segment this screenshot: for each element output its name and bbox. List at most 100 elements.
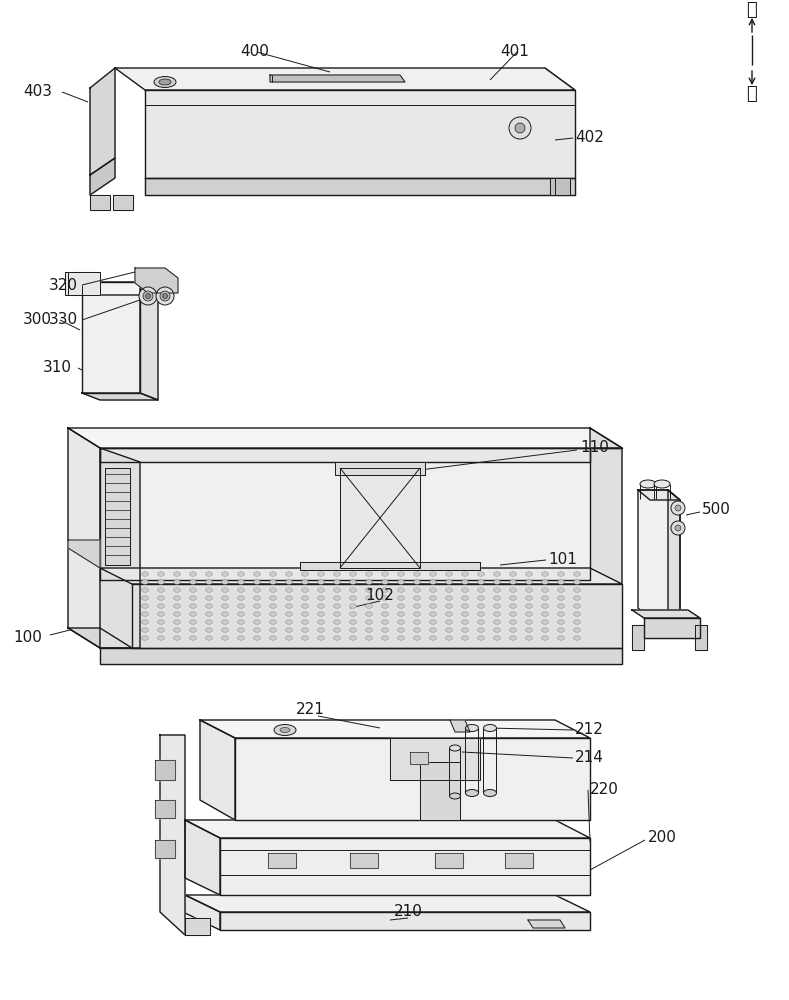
Circle shape <box>671 521 685 535</box>
Ellipse shape <box>413 628 421 632</box>
Ellipse shape <box>462 588 469 592</box>
Ellipse shape <box>510 572 517 576</box>
Ellipse shape <box>317 588 324 592</box>
Ellipse shape <box>462 628 469 632</box>
Ellipse shape <box>558 636 564 640</box>
Ellipse shape <box>189 572 196 576</box>
Ellipse shape <box>398 572 405 576</box>
Ellipse shape <box>446 604 453 608</box>
Ellipse shape <box>317 604 324 608</box>
Ellipse shape <box>253 612 260 616</box>
Polygon shape <box>200 720 235 820</box>
Text: 110: 110 <box>580 440 609 456</box>
Text: 330: 330 <box>49 312 78 328</box>
Ellipse shape <box>398 612 405 616</box>
Ellipse shape <box>174 596 181 600</box>
Ellipse shape <box>301 572 308 576</box>
Ellipse shape <box>365 604 372 608</box>
Text: 403: 403 <box>23 85 52 100</box>
Polygon shape <box>390 738 480 780</box>
Ellipse shape <box>174 572 181 576</box>
Ellipse shape <box>350 620 357 624</box>
Polygon shape <box>668 490 680 618</box>
Ellipse shape <box>413 572 421 576</box>
Polygon shape <box>145 178 575 195</box>
Ellipse shape <box>446 620 453 624</box>
Circle shape <box>143 291 153 301</box>
Ellipse shape <box>541 596 548 600</box>
Ellipse shape <box>510 636 517 640</box>
Ellipse shape <box>253 628 260 632</box>
Ellipse shape <box>477 596 484 600</box>
Ellipse shape <box>365 588 372 592</box>
Ellipse shape <box>158 636 164 640</box>
Ellipse shape <box>446 588 453 592</box>
Ellipse shape <box>334 588 341 592</box>
Ellipse shape <box>413 636 421 640</box>
Ellipse shape <box>301 596 308 600</box>
Ellipse shape <box>222 604 229 608</box>
Ellipse shape <box>398 588 405 592</box>
Ellipse shape <box>541 604 548 608</box>
Ellipse shape <box>398 628 405 632</box>
Circle shape <box>156 287 174 305</box>
Ellipse shape <box>270 596 276 600</box>
Ellipse shape <box>382 620 388 624</box>
Ellipse shape <box>429 580 436 584</box>
Polygon shape <box>220 912 590 930</box>
Ellipse shape <box>174 604 181 608</box>
Ellipse shape <box>158 572 164 576</box>
Ellipse shape <box>477 580 484 584</box>
Polygon shape <box>100 448 590 462</box>
Ellipse shape <box>525 604 533 608</box>
Text: 400: 400 <box>241 44 269 60</box>
Ellipse shape <box>286 628 293 632</box>
Polygon shape <box>105 468 130 565</box>
Circle shape <box>145 294 151 298</box>
Ellipse shape <box>222 572 229 576</box>
Polygon shape <box>140 282 158 400</box>
Ellipse shape <box>350 588 357 592</box>
Ellipse shape <box>382 636 388 640</box>
Ellipse shape <box>477 620 484 624</box>
Ellipse shape <box>382 612 388 616</box>
Ellipse shape <box>270 636 276 640</box>
Polygon shape <box>90 158 115 195</box>
Ellipse shape <box>413 620 421 624</box>
Ellipse shape <box>301 636 308 640</box>
Polygon shape <box>68 428 100 648</box>
Polygon shape <box>82 282 158 295</box>
Polygon shape <box>270 75 405 82</box>
Ellipse shape <box>270 572 276 576</box>
Ellipse shape <box>382 580 388 584</box>
Ellipse shape <box>493 604 500 608</box>
Circle shape <box>675 525 681 531</box>
Polygon shape <box>638 490 680 500</box>
Ellipse shape <box>493 580 500 584</box>
Ellipse shape <box>174 636 181 640</box>
Ellipse shape <box>301 612 308 616</box>
Ellipse shape <box>237 604 245 608</box>
Ellipse shape <box>350 636 357 640</box>
Text: 212: 212 <box>575 722 604 738</box>
Ellipse shape <box>141 588 148 592</box>
Ellipse shape <box>334 620 341 624</box>
Ellipse shape <box>558 620 564 624</box>
Polygon shape <box>695 625 707 650</box>
Polygon shape <box>100 448 140 648</box>
Circle shape <box>160 291 170 301</box>
Ellipse shape <box>286 572 293 576</box>
Ellipse shape <box>477 604 484 608</box>
Ellipse shape <box>141 620 148 624</box>
Ellipse shape <box>382 596 388 600</box>
Ellipse shape <box>382 604 388 608</box>
Ellipse shape <box>301 628 308 632</box>
Ellipse shape <box>205 612 212 616</box>
Ellipse shape <box>274 724 296 736</box>
Polygon shape <box>185 820 590 838</box>
Ellipse shape <box>174 588 181 592</box>
Polygon shape <box>68 540 100 568</box>
Ellipse shape <box>365 580 372 584</box>
Ellipse shape <box>365 628 372 632</box>
Ellipse shape <box>365 620 372 624</box>
